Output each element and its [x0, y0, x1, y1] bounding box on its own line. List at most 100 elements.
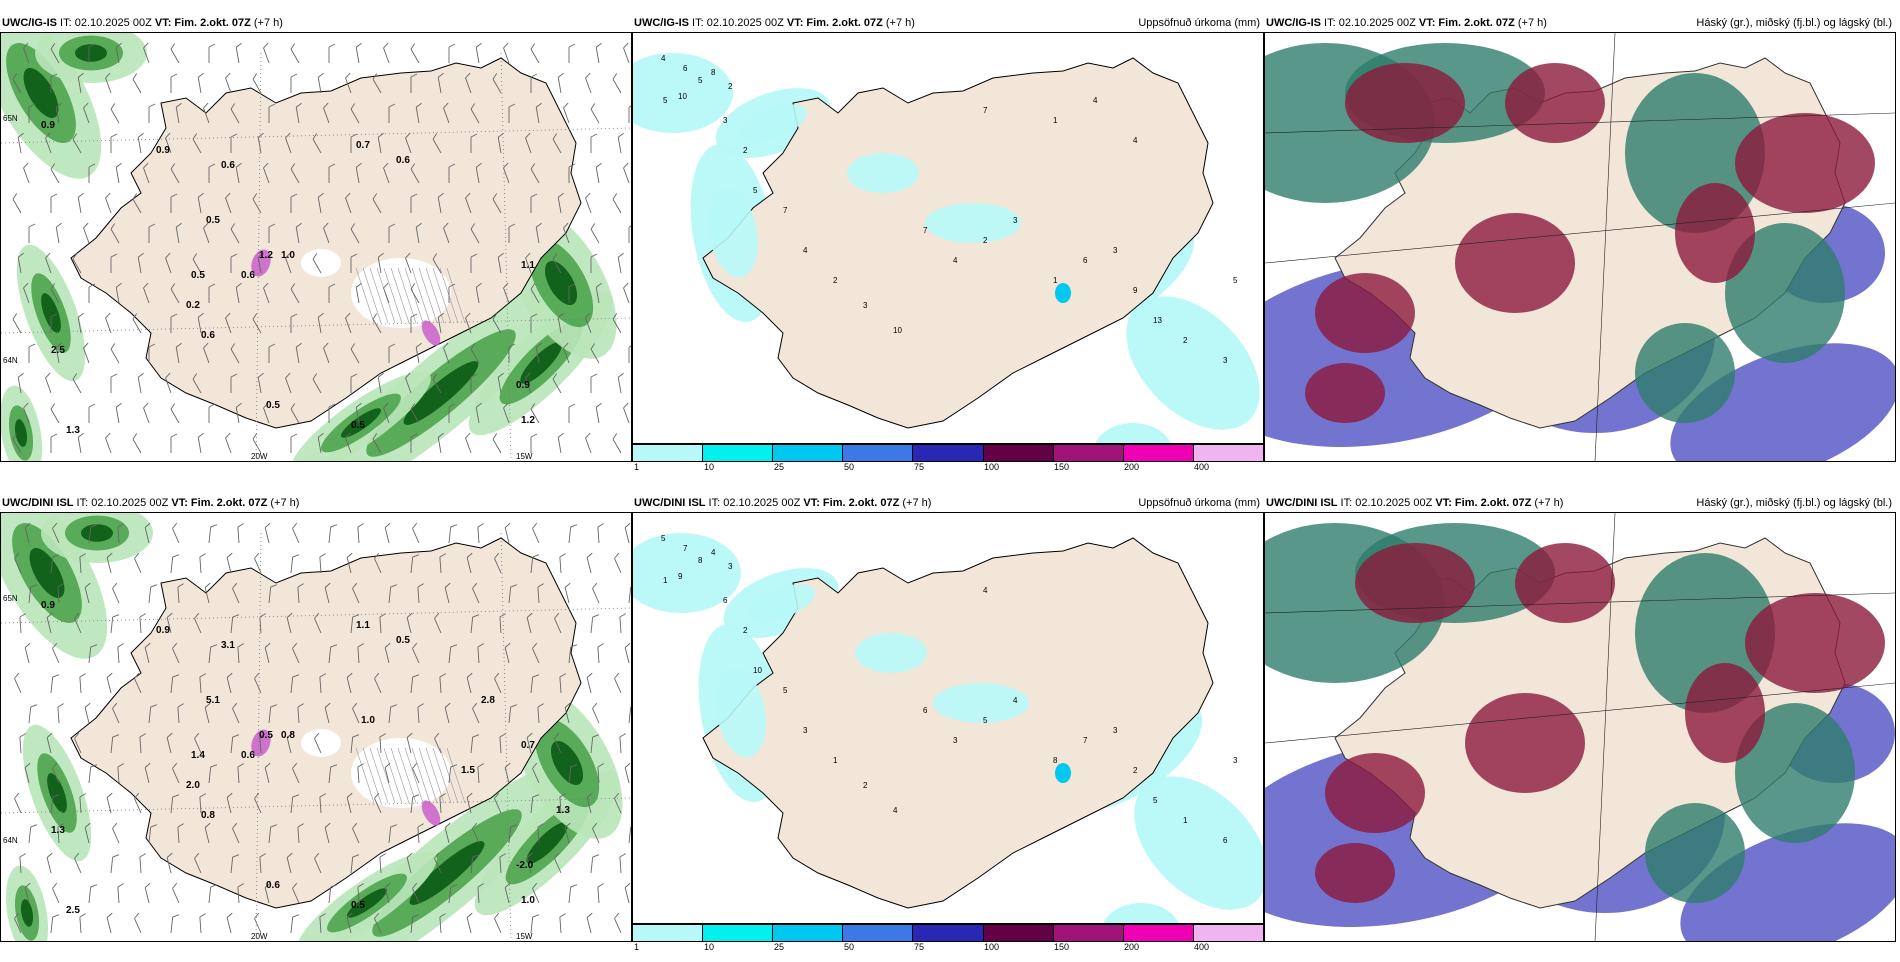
precip-value-label: 0.5 [206, 215, 220, 226]
high-cloud-area [1645, 803, 1745, 903]
row-ig: UWC/IG-IS IT: 02.10.2025 00Z VT: Fim. 2.… [0, 12, 1900, 482]
precip-value-label: 2 [728, 82, 733, 91]
colorbar-swatch [913, 925, 983, 941]
panel-ig-wind: UWC/IG-IS IT: 02.10.2025 00Z VT: Fim. 2.… [0, 12, 632, 462]
precip-value-label: 1.3 [556, 805, 570, 816]
precip-peak [1055, 763, 1071, 783]
precip-value-label: 3 [723, 116, 728, 125]
mid-cloud-area [1305, 363, 1385, 423]
precip-value-label: 5 [1153, 796, 1158, 805]
colorbar-swatch [633, 445, 703, 461]
colorbar-tick-label: 10 [704, 942, 714, 952]
precip-value-label: 6 [1223, 836, 1228, 845]
precip-value-label: 0.7 [521, 740, 535, 751]
mid-cloud-area [1315, 273, 1415, 353]
colorbar-tick-label: 10 [704, 462, 714, 472]
colorbar-swatch [633, 925, 703, 941]
colorbar-tick-label: 75 [914, 942, 924, 952]
precip-value-label: 5 [661, 534, 666, 543]
colorbar-tick-label: 100 [984, 942, 999, 952]
precip-value-label: 2.5 [66, 905, 80, 916]
colorbar-tick-label: 75 [914, 462, 924, 472]
colorbar-swatch [1194, 445, 1263, 461]
precip-value-label: 0.6 [396, 155, 410, 166]
precip-value-label: 4 [1013, 696, 1018, 705]
colorbar-tick-label: 200 [1124, 462, 1139, 472]
colorbar-tick-label: 25 [774, 942, 784, 952]
precip-value-label: 0.5 [191, 270, 205, 281]
precip-value-label: 1.5 [461, 765, 475, 776]
precip-value-label: 4 [661, 54, 666, 63]
precip-value-label: 4 [983, 586, 988, 595]
precip-colorbar [632, 444, 1264, 462]
colorbar-swatch [703, 925, 773, 941]
precip-value-label: 3 [953, 736, 958, 745]
longitude-label: 15W [516, 452, 533, 461]
precip-value-label: 1.1 [521, 260, 535, 271]
precip-value-label: 6 [1083, 256, 1088, 265]
colorbar-tick-label: 1 [634, 942, 639, 952]
colorbar-swatch [984, 445, 1054, 461]
precip-value-label: 8 [711, 68, 716, 77]
precip-value-label: 3 [1113, 246, 1118, 255]
colorbar-swatch [1194, 925, 1263, 941]
panel-header: UWC/IG-IS IT: 02.10.2025 00Z VT: Fim. 2.… [632, 12, 1264, 32]
precip-value-label: 0.7 [356, 140, 370, 151]
precip-value-label: 1 [663, 576, 668, 585]
precip-value-label: 7 [923, 226, 928, 235]
precip-value-label: 5 [1233, 276, 1238, 285]
precip-value-label: 0.9 [41, 600, 55, 611]
panel-header: UWC/IG-IS IT: 02.10.2025 00Z VT: Fim. 2.… [1264, 12, 1896, 32]
precip-value-label: 2 [743, 626, 748, 635]
precip-value-label: 1.0 [361, 715, 375, 726]
colorbar-tick-label: 1 [634, 462, 639, 472]
mid-cloud-area [1345, 63, 1465, 143]
precip-value-label: 0.6 [241, 750, 255, 761]
precip-value-label: 5 [983, 716, 988, 725]
precip-value-label: 2 [983, 236, 988, 245]
colorbar-swatch [1124, 925, 1194, 941]
high-cloud-area [1635, 323, 1735, 423]
colorbar-tick-label: 50 [844, 942, 854, 952]
precip-value-label: 2 [1183, 336, 1188, 345]
precip-peak [1055, 283, 1071, 303]
precip-value-label: 0.9 [516, 380, 530, 391]
precip-value-label: 2 [833, 276, 838, 285]
mid-cloud-area [1315, 843, 1395, 903]
colorbar-swatch [843, 925, 913, 941]
precip-value-label: 0.9 [156, 625, 170, 636]
panel-header: UWC/DINI ISL IT: 02.10.2025 00Z VT: Fim.… [1264, 492, 1896, 512]
precip-area-land [847, 153, 919, 193]
mid-cloud-area [1325, 753, 1425, 833]
precip-value-label: 6 [723, 596, 728, 605]
colorbar-tick-label: 150 [1054, 942, 1069, 952]
precip-area-dark [81, 524, 113, 542]
colorbar-swatch [773, 925, 843, 941]
panel-header: UWC/DINI ISL IT: 02.10.2025 00Z VT: Fim.… [632, 492, 1264, 512]
colorbar-swatch [913, 445, 983, 461]
latitude-label: 64N [3, 356, 18, 365]
precip-value-label: 3 [1223, 356, 1228, 365]
precip-value-label: 3 [803, 726, 808, 735]
mid-cloud-area [1465, 693, 1585, 793]
colorbar-swatch [984, 925, 1054, 941]
mid-cloud-area [1745, 593, 1885, 693]
precip-value-label: 1.2 [259, 250, 273, 261]
colorbar-swatch [1124, 445, 1194, 461]
precip-value-label: 9 [678, 572, 683, 581]
precip-value-label: 3 [728, 562, 733, 571]
precip-value-label: 10 [678, 92, 687, 101]
precip-area-dark [75, 44, 107, 62]
precip-value-label: 0.6 [266, 880, 280, 891]
precip-value-label: 4 [953, 256, 958, 265]
colorbar-swatch [703, 445, 773, 461]
precip-value-label: 1 [1053, 116, 1058, 125]
precip-value-label: 7 [683, 544, 688, 553]
mid-cloud-area [1735, 113, 1875, 213]
